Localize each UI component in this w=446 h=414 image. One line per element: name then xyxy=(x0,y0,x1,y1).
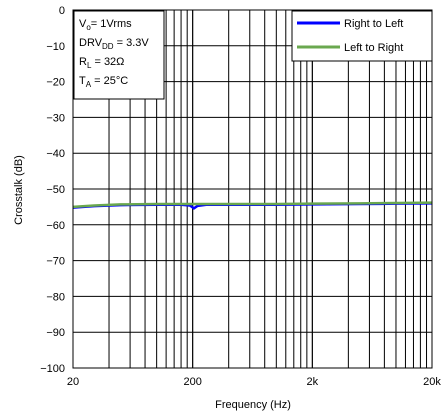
series-lines xyxy=(72,201,433,210)
plot-frame xyxy=(72,9,433,369)
x-tick-label: 20k xyxy=(423,376,441,388)
conditions-box-frame xyxy=(73,10,165,100)
x-tick-label: 200 xyxy=(183,376,201,388)
x-tick-label: 2k xyxy=(307,376,319,388)
y-tick-label: −60 xyxy=(46,220,65,232)
x-tick-labels: 20 200 2k 20k xyxy=(67,376,441,388)
y-tick-label: −90 xyxy=(46,327,65,339)
y-tick-label: −80 xyxy=(46,291,65,303)
condition-line: Vo= 1Vrms xyxy=(79,18,132,32)
legend-label: Left to Right xyxy=(344,42,403,54)
legend-label: Right to Left xyxy=(344,18,403,30)
condition-line: DRVDD = 3.3V xyxy=(79,37,149,51)
series-line-left-to-right xyxy=(72,201,433,209)
conditions-box: Vo= 1Vrms DRVDD = 3.3V RL = 32Ω TA = 25°C xyxy=(73,10,165,100)
y-tick-label: −20 xyxy=(46,77,65,89)
condition-line: TA = 25°C xyxy=(79,75,128,89)
legend: Right to Left Left to Right xyxy=(291,10,433,62)
legend-frame xyxy=(291,10,433,62)
y-axis-label: Crosstalk (dB) xyxy=(13,155,25,225)
y-tick-label: 0 xyxy=(59,5,65,17)
y-tick-label: −100 xyxy=(40,363,65,375)
y-tick-label: −30 xyxy=(46,112,65,124)
y-tick-label: −70 xyxy=(46,256,65,268)
condition-line: RL = 32Ω xyxy=(79,56,124,70)
y-tick-labels: 0 −10 −20 −30 −40 −50 −60 −70 −80 −90 −100 xyxy=(40,5,65,375)
y-tick-label: −50 xyxy=(46,184,65,196)
x-axis-label: Frequency (Hz) xyxy=(215,399,291,411)
x-tick-label: 20 xyxy=(67,376,79,388)
y-tick-label: −10 xyxy=(46,41,65,53)
y-tick-label: −40 xyxy=(46,148,65,160)
